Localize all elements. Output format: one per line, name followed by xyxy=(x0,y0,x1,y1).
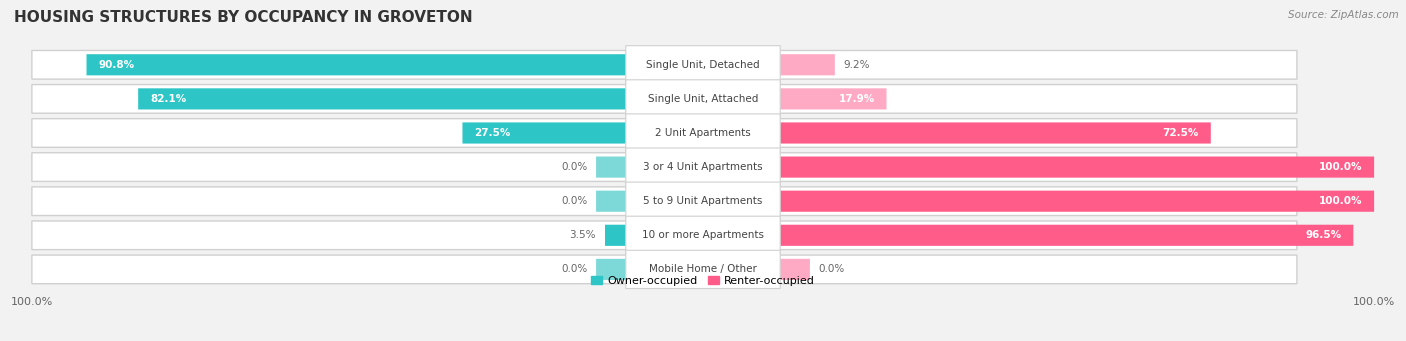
Text: 10 or more Apartments: 10 or more Apartments xyxy=(643,230,763,240)
FancyBboxPatch shape xyxy=(626,182,780,220)
FancyBboxPatch shape xyxy=(32,50,1296,79)
FancyBboxPatch shape xyxy=(780,259,810,280)
FancyBboxPatch shape xyxy=(605,225,626,246)
FancyBboxPatch shape xyxy=(32,255,1296,284)
Text: Source: ZipAtlas.com: Source: ZipAtlas.com xyxy=(1288,10,1399,20)
Text: 72.5%: 72.5% xyxy=(1163,128,1199,138)
FancyBboxPatch shape xyxy=(780,191,1374,212)
Text: 5 to 9 Unit Apartments: 5 to 9 Unit Apartments xyxy=(644,196,762,206)
Text: 9.2%: 9.2% xyxy=(844,60,870,70)
FancyBboxPatch shape xyxy=(626,80,780,118)
Legend: Owner-occupied, Renter-occupied: Owner-occupied, Renter-occupied xyxy=(586,271,820,290)
Text: 0.0%: 0.0% xyxy=(561,264,588,275)
FancyBboxPatch shape xyxy=(626,250,780,288)
Text: 27.5%: 27.5% xyxy=(474,128,510,138)
Text: 0.0%: 0.0% xyxy=(561,162,588,172)
FancyBboxPatch shape xyxy=(596,259,626,280)
FancyBboxPatch shape xyxy=(596,191,626,212)
FancyBboxPatch shape xyxy=(32,85,1296,113)
Text: 100.0%: 100.0% xyxy=(1319,162,1362,172)
FancyBboxPatch shape xyxy=(32,153,1296,181)
Text: 17.9%: 17.9% xyxy=(838,94,875,104)
FancyBboxPatch shape xyxy=(780,225,1354,246)
Text: 82.1%: 82.1% xyxy=(150,94,187,104)
Text: 0.0%: 0.0% xyxy=(818,264,845,275)
Text: Single Unit, Attached: Single Unit, Attached xyxy=(648,94,758,104)
Text: 3.5%: 3.5% xyxy=(569,230,596,240)
FancyBboxPatch shape xyxy=(626,114,780,152)
Text: 96.5%: 96.5% xyxy=(1305,230,1341,240)
Text: 90.8%: 90.8% xyxy=(98,60,135,70)
FancyBboxPatch shape xyxy=(138,88,626,109)
FancyBboxPatch shape xyxy=(87,54,626,75)
FancyBboxPatch shape xyxy=(463,122,626,144)
FancyBboxPatch shape xyxy=(780,88,887,109)
Text: 2 Unit Apartments: 2 Unit Apartments xyxy=(655,128,751,138)
FancyBboxPatch shape xyxy=(596,157,626,178)
Text: Single Unit, Detached: Single Unit, Detached xyxy=(647,60,759,70)
Text: 100.0%: 100.0% xyxy=(1319,196,1362,206)
FancyBboxPatch shape xyxy=(780,122,1211,144)
FancyBboxPatch shape xyxy=(32,119,1296,147)
FancyBboxPatch shape xyxy=(780,157,1374,178)
FancyBboxPatch shape xyxy=(626,148,780,186)
Text: 0.0%: 0.0% xyxy=(561,196,588,206)
FancyBboxPatch shape xyxy=(780,54,835,75)
FancyBboxPatch shape xyxy=(626,46,780,84)
Text: HOUSING STRUCTURES BY OCCUPANCY IN GROVETON: HOUSING STRUCTURES BY OCCUPANCY IN GROVE… xyxy=(14,10,472,25)
FancyBboxPatch shape xyxy=(32,221,1296,250)
FancyBboxPatch shape xyxy=(32,187,1296,216)
Text: 3 or 4 Unit Apartments: 3 or 4 Unit Apartments xyxy=(643,162,763,172)
FancyBboxPatch shape xyxy=(626,216,780,254)
Text: Mobile Home / Other: Mobile Home / Other xyxy=(650,264,756,275)
